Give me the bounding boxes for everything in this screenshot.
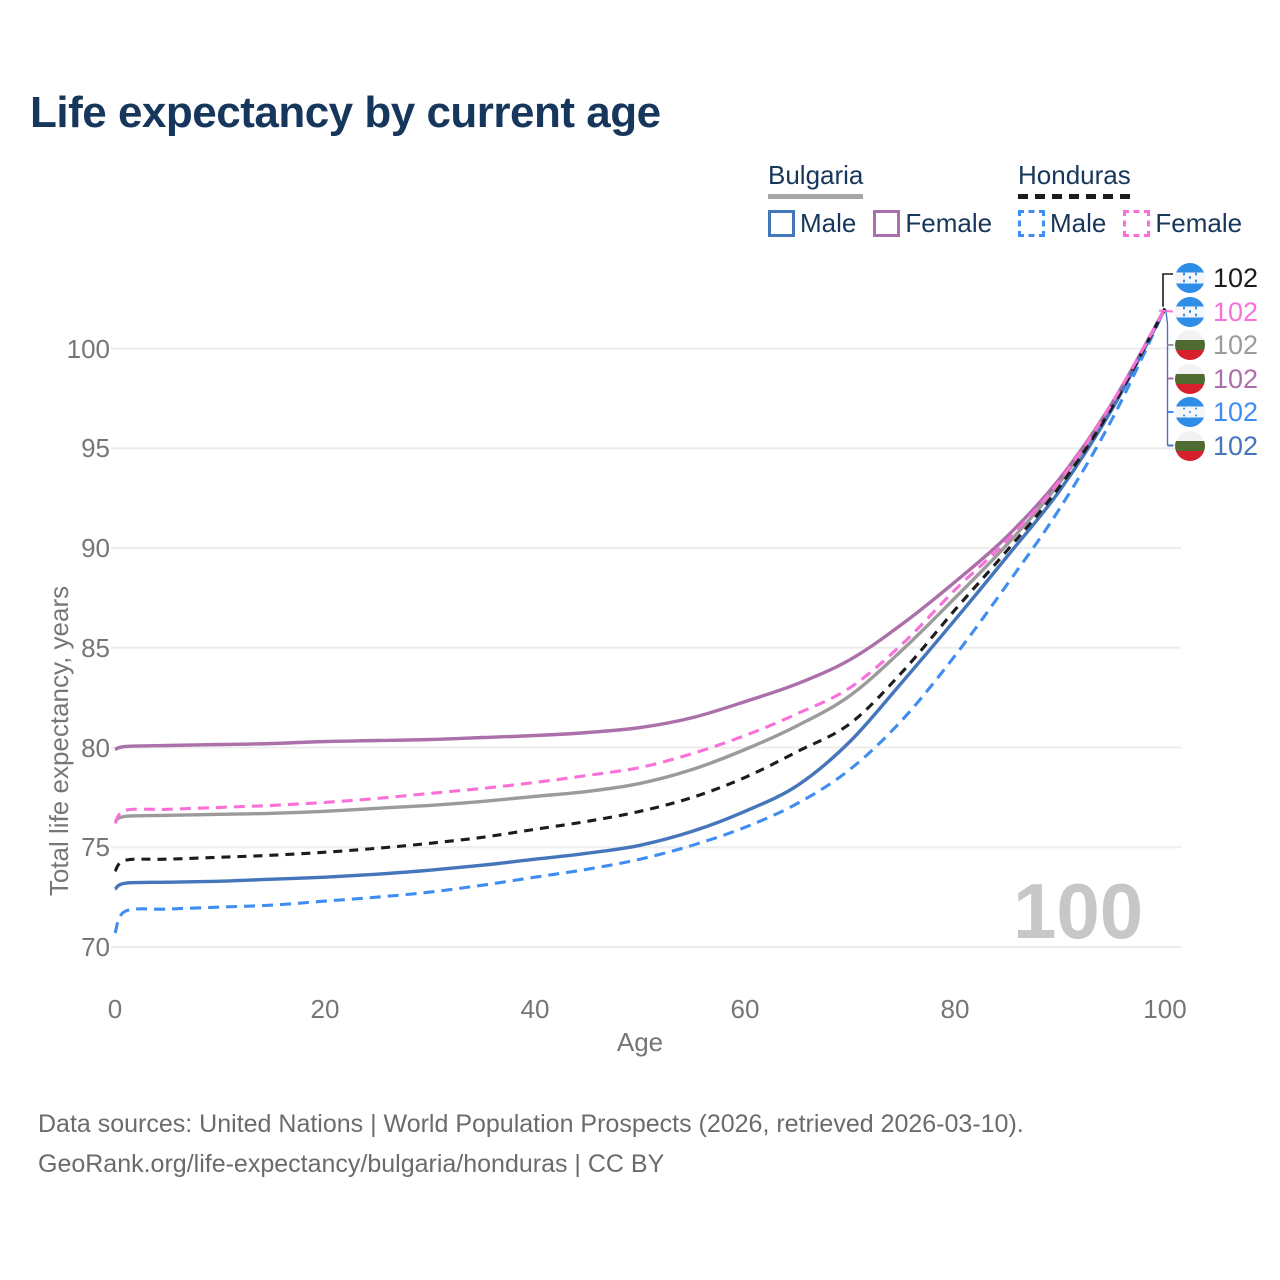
bulgaria-total-line-swatch [768, 194, 864, 199]
honduras-flag-icon [1175, 262, 1205, 293]
x-tick-40: 40 [520, 994, 550, 1024]
honduras-flag-icon [1175, 296, 1205, 327]
source-line-2: GeoRank.org/life-expectancy/bulgaria/hon… [38, 1150, 665, 1178]
end-value-bg_total: 102 [1213, 330, 1259, 360]
series-line-hn_female [113, 307, 1167, 825]
y-tick-75: 75 [81, 832, 110, 863]
leader-bracket [1165, 311, 1169, 446]
y-tick-90: 90 [81, 533, 110, 563]
honduras-stars [1188, 410, 1192, 414]
page-title: Life expectancy by current age [30, 88, 661, 137]
end-label-hn_female: 102 [1175, 296, 1259, 327]
series-line-bg_female [114, 307, 1167, 752]
legend-group-bulgaria: Bulgaria Male Female [768, 160, 992, 239]
legend-item-bulgaria-male[interactable]: Male [768, 208, 856, 239]
legend-country-bulgaria[interactable]: Bulgaria [768, 160, 864, 190]
leader-hn-total [1162, 273, 1173, 307]
honduras-stars [1188, 310, 1192, 313]
legend-label-honduras-female: Female [1155, 208, 1243, 238]
legend-group-honduras: Honduras Male Female [1018, 160, 1242, 239]
honduras-female-swatch [1123, 210, 1151, 237]
x-axis-title: Age [616, 1027, 664, 1057]
end-value-bg_male: 102 [1213, 430, 1259, 461]
series-line-hn_male [113, 307, 1167, 934]
honduras-total-line-swatch [1018, 194, 1131, 199]
end-label-bg_total: 102 [1175, 330, 1258, 360]
x-tick-0: 0 [107, 994, 123, 1024]
end-label-hn_male: 102 [1175, 397, 1258, 427]
bulgaria-flag-icon [1175, 430, 1205, 461]
y-axis-title: Total life expectancy, years [44, 585, 74, 897]
end-label-bg_male: 102 [1175, 430, 1259, 461]
legend-item-bulgaria-female[interactable]: Female [873, 208, 992, 239]
series-line-bg_male [113, 307, 1167, 891]
legend-label-bulgaria-male: Male [800, 208, 857, 238]
y-tick-80: 80 [81, 732, 110, 763]
bulgaria-flag-icon [1175, 330, 1205, 360]
source-line-1: Data sources: United Nations | World Pop… [38, 1110, 1024, 1138]
age-counter-watermark: 100 [1013, 867, 1144, 955]
y-tick-100: 100 [66, 333, 110, 364]
legend-country-honduras[interactable]: Honduras [1018, 160, 1131, 190]
bulgaria-male-swatch [768, 210, 795, 237]
legend-item-honduras-female[interactable]: Female [1123, 208, 1242, 239]
y-tick-85: 85 [81, 632, 110, 663]
x-tick-20: 20 [310, 994, 340, 1024]
bulgaria-female-swatch [873, 210, 901, 237]
end-value-hn_total: 102 [1213, 262, 1259, 293]
honduras-male-swatch [1018, 210, 1045, 237]
y-tick-95: 95 [81, 433, 110, 464]
bulgaria-flag-icon [1175, 363, 1205, 394]
end-label-bg_female: 102 [1175, 363, 1259, 394]
x-tick-60: 60 [730, 994, 760, 1024]
x-tick-100: 100 [1143, 994, 1187, 1024]
end-value-bg_female: 102 [1213, 363, 1259, 394]
legend-label-bulgaria-female: Female [905, 208, 993, 238]
legend-label-honduras-male: Male [1050, 208, 1107, 238]
series-line-hn_total [113, 307, 1167, 873]
legend-item-honduras-male[interactable]: Male [1018, 208, 1106, 239]
end-value-hn_female: 102 [1213, 296, 1259, 327]
series-line-bg_total [114, 307, 1167, 823]
y-tick-70: 70 [81, 932, 110, 962]
end-label-hn_total: 102 [1175, 262, 1259, 293]
end-value-hn_male: 102 [1213, 397, 1259, 427]
honduras-flag-icon [1175, 397, 1205, 427]
x-tick-80: 80 [940, 994, 970, 1024]
source-note: Data sources: United Nations | World Pop… [38, 1104, 1024, 1184]
honduras-stars [1188, 276, 1192, 279]
leader-hn-female [1158, 309, 1174, 313]
